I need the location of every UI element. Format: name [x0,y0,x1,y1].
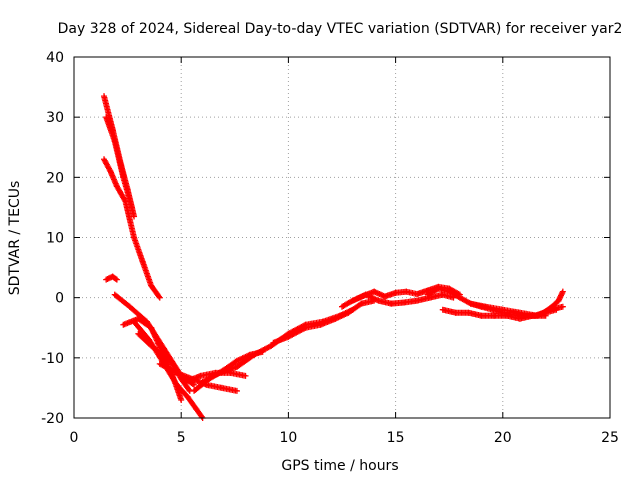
data-point [559,303,566,310]
y-tick-label: 40 [46,50,64,66]
data-point [112,275,119,282]
series-track-3 [101,156,163,301]
x-axis-label: GPS time / hours [281,458,398,474]
y-tick-label: 10 [46,231,64,247]
y-tick-label: -10 [41,351,64,367]
data-point [113,276,120,283]
data-point [215,370,222,377]
y-tick-label: 20 [46,170,64,186]
series-track-4 [103,273,120,283]
y-tick-label: 0 [55,291,64,307]
y-tick-label: -20 [41,411,64,427]
series-track-13 [270,297,378,346]
x-tick-label: 0 [70,430,79,446]
x-tick-label: 25 [601,430,619,446]
data-point [106,166,113,173]
series-track-2 [103,114,135,211]
grid-lines [74,57,610,418]
x-tick-label: 5 [177,430,186,446]
data-point [242,372,249,379]
x-tick-label: 10 [279,430,297,446]
data-point [131,213,138,220]
chart-title: Day 328 of 2024, Sidereal Day-to-day VTE… [58,21,623,37]
data-point [301,325,308,332]
data-series [101,93,566,421]
data-point [466,299,473,306]
x-tick-label: 15 [387,430,405,446]
data-point [185,386,192,393]
y-tick-label: 30 [46,110,64,126]
data-point [198,413,205,420]
data-point [128,204,135,211]
y-axis-label: SDTVAR / TECUs [7,181,23,296]
x-tick-label: 20 [494,430,512,446]
series-track-19 [467,300,566,319]
data-point [233,387,240,394]
series-track-15 [349,291,457,307]
data-point [155,293,162,300]
data-point [156,294,163,301]
plot-axes: 0 5 10 15 20 25 -20 -10 0 10 20 30 40 [41,50,619,446]
data-point [178,396,185,403]
data-point [357,301,364,308]
data-point [172,369,179,376]
data-point [559,288,566,295]
